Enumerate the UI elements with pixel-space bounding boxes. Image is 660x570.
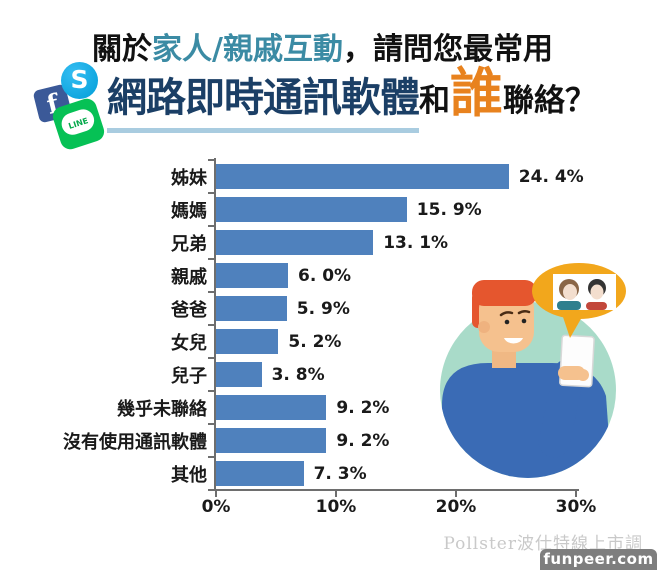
title-line2: 網路即時通訊軟體和誰聯絡？: [107, 67, 596, 133]
x-axis-tick: [335, 490, 337, 497]
man-smile: [504, 338, 523, 344]
bar: [216, 296, 287, 321]
value-label: 5. 9%: [296, 299, 350, 319]
title-line2-who: 誰: [450, 63, 503, 124]
value-label: 3. 8%: [271, 365, 325, 385]
bar: [216, 461, 304, 486]
line-speech-bubble: LINE: [58, 106, 97, 138]
x-axis-tick: [215, 490, 217, 497]
x-axis-tick-label: 30%: [555, 497, 597, 517]
y-axis-tick: [208, 423, 215, 425]
category-label: 幾乎未聯絡: [117, 399, 207, 420]
title-line1-prefix: 關於: [92, 32, 152, 67]
y-axis-tick: [208, 291, 215, 293]
bar: [216, 230, 374, 255]
skype-letter: S: [70, 65, 89, 94]
category-label: 兄弟: [171, 234, 207, 255]
avatar2-face: [590, 284, 604, 300]
bar: [216, 164, 509, 189]
y-axis-tick: [208, 489, 215, 491]
title-line2-underlined: 網路即時通訊軟體: [107, 75, 420, 133]
value-label: 5. 2%: [288, 332, 342, 352]
man-hair-top: [472, 280, 537, 306]
illustration-man-with-phone: [440, 263, 626, 478]
funpeer-badge: funpeer.com: [540, 549, 657, 570]
value-label: 9. 2%: [336, 431, 390, 451]
y-axis-tick: [208, 390, 215, 392]
y-axis-tick: [208, 456, 215, 458]
value-label: 6. 0%: [298, 266, 352, 286]
y-axis-tick: [208, 225, 215, 227]
value-label: 9. 2%: [336, 398, 390, 418]
man-thumb: [577, 369, 589, 381]
title-line1: 關於家人/親戚互動，請問您最常用: [92, 24, 553, 68]
avatar2-shirt: [586, 302, 607, 310]
y-axis-tick: [208, 357, 215, 359]
value-label: 15. 9%: [416, 200, 482, 220]
bar: [216, 395, 327, 420]
y-axis-tick: [208, 159, 215, 161]
y-axis-tick: [208, 324, 215, 326]
avatar1-shirt: [557, 301, 581, 310]
title-line2-and: 和: [419, 83, 450, 119]
title-line1-suffix: ，請問您最常用: [342, 32, 553, 67]
man-eyebrow-left: [499, 311, 514, 317]
man-eye-left: [504, 319, 510, 325]
category-label: 姊妹: [171, 168, 207, 189]
bar: [216, 428, 327, 453]
title-line2-suffix: 聯絡？: [503, 83, 596, 119]
bar: [216, 329, 279, 354]
man-eye-right: [521, 318, 527, 324]
x-axis-tick-label: 0%: [201, 497, 231, 517]
man-ear: [478, 321, 490, 333]
category-label: 親戚: [171, 267, 207, 288]
value-label: 13. 1%: [383, 233, 449, 253]
line-label: LINE: [67, 116, 90, 131]
x-axis-tick: [575, 490, 577, 497]
speech-bubble-tail: [560, 308, 586, 338]
y-axis-line: [214, 158, 216, 491]
x-axis-tick: [455, 490, 457, 497]
value-label: 7. 3%: [313, 464, 367, 484]
bar: [216, 362, 262, 387]
skype-icon: S: [61, 62, 98, 99]
x-axis-tick-label: 10%: [315, 497, 357, 517]
value-label: 24. 4%: [518, 167, 584, 187]
x-axis-tick-label: 20%: [435, 497, 477, 517]
category-label: 爸爸: [171, 300, 207, 321]
avatar1-face: [563, 284, 577, 300]
bar: [216, 263, 288, 288]
category-label: 沒有使用通訊軟體: [63, 432, 207, 453]
category-label: 女兒: [171, 333, 207, 354]
category-label: 兒子: [171, 366, 207, 387]
y-axis-tick: [208, 258, 215, 260]
title-line1-highlight: 家人/親戚互動: [152, 32, 343, 67]
y-axis-tick: [208, 192, 215, 194]
bar: [216, 197, 407, 222]
man-eyebrow-right: [517, 309, 531, 315]
x-axis-line: [209, 489, 579, 491]
category-label: 媽媽: [171, 201, 207, 222]
category-label: 其他: [171, 465, 207, 486]
